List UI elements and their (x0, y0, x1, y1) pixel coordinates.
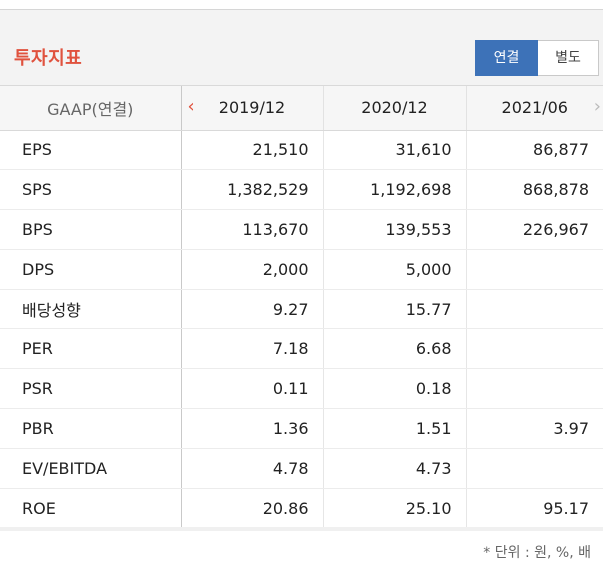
investment-indicators-table: GAAP(연결) ‹ 2019/12 2020/12 2021/06 › EPS… (0, 86, 603, 529)
table-row: 배당성향 9.27 15.77 (0, 289, 603, 330)
table-cell: 21,510 (181, 130, 324, 171)
section-title: 투자지표 (14, 48, 83, 69)
row-label: ROE (0, 488, 182, 529)
table-row: SPS 1,382,529 1,192,698 868,878 (0, 169, 603, 211)
consolidation-toggle: 연결 별도 (475, 40, 599, 76)
table-cell (466, 249, 603, 290)
table-cell: 1,382,529 (181, 169, 324, 211)
row-label: PER (0, 328, 182, 370)
table-row: DPS 2,000 5,000 (0, 249, 603, 290)
table-cell: 868,878 (466, 169, 603, 211)
accounting-standard-label: GAAP(연결) (0, 86, 182, 131)
table-cell (466, 368, 603, 410)
top-divider (0, 0, 603, 10)
column-header-label: 2019/12 (218, 98, 286, 118)
unit-note: * 단위 : 원, %, 배 (483, 545, 591, 561)
table-cell: 9.27 (181, 289, 324, 330)
table-cell: 226,967 (466, 209, 603, 250)
row-label: PBR (0, 408, 182, 449)
table-cell: 31,610 (323, 130, 467, 171)
column-header-label: 2020/12 (361, 98, 428, 118)
table-row: ROE 20.86 25.10 95.17 (0, 488, 603, 529)
table-cell: 1.36 (181, 408, 324, 449)
table-cell: 139,553 (323, 209, 467, 250)
row-label: SPS (0, 169, 182, 211)
table-cell: 2,000 (181, 249, 324, 290)
table-header-row: GAAP(연결) ‹ 2019/12 2020/12 2021/06 › (0, 86, 603, 131)
table-cell: 15.77 (323, 289, 467, 330)
table-row: BPS 113,670 139,553 226,967 (0, 209, 603, 250)
table-cell: 95.17 (466, 488, 603, 529)
table-cell: 6.68 (323, 328, 467, 370)
row-label: 배당성향 (0, 289, 182, 330)
table-row: EV/EBITDA 4.78 4.73 (0, 448, 603, 489)
table-cell (466, 289, 603, 330)
table-row: PER 7.18 6.68 (0, 328, 603, 370)
row-label: EV/EBITDA (0, 448, 182, 489)
table-cell: 0.11 (181, 368, 324, 410)
table-cell (466, 448, 603, 489)
table-cell: 25.10 (323, 488, 467, 529)
column-header: ‹ 2019/12 (181, 86, 324, 131)
table-cell: 3.97 (466, 408, 603, 449)
chevron-right-icon[interactable]: › (593, 96, 601, 117)
chevron-left-icon[interactable]: ‹ (187, 96, 195, 117)
table-cell: 4.78 (181, 448, 324, 489)
column-header: 2020/12 (323, 86, 467, 131)
row-label: BPS (0, 209, 182, 250)
table-row: PSR 0.11 0.18 (0, 368, 603, 410)
table-cell: 113,670 (181, 209, 324, 250)
table-cell: 4.73 (323, 448, 467, 489)
row-label: PSR (0, 368, 182, 410)
separate-button[interactable]: 별도 (538, 40, 599, 76)
table-cell: 0.18 (323, 368, 467, 410)
table-row: EPS 21,510 31,610 86,877 (0, 130, 603, 171)
table-cell: 86,877 (466, 130, 603, 171)
table-cell (466, 328, 603, 370)
column-header-label: 2021/06 (501, 98, 568, 118)
section-header: 투자지표 연결 별도 (0, 10, 603, 86)
table-cell: 5,000 (323, 249, 467, 290)
table-cell: 7.18 (181, 328, 324, 370)
row-label: DPS (0, 249, 182, 290)
row-label: EPS (0, 130, 182, 171)
table-cell: 1.51 (323, 408, 467, 449)
table-footer-divider (0, 527, 603, 531)
table-cell: 20.86 (181, 488, 324, 529)
consolidated-button[interactable]: 연결 (475, 40, 538, 76)
table-row: PBR 1.36 1.51 3.97 (0, 408, 603, 449)
column-header: 2021/06 › (466, 86, 603, 131)
table-cell: 1,192,698 (323, 169, 467, 211)
